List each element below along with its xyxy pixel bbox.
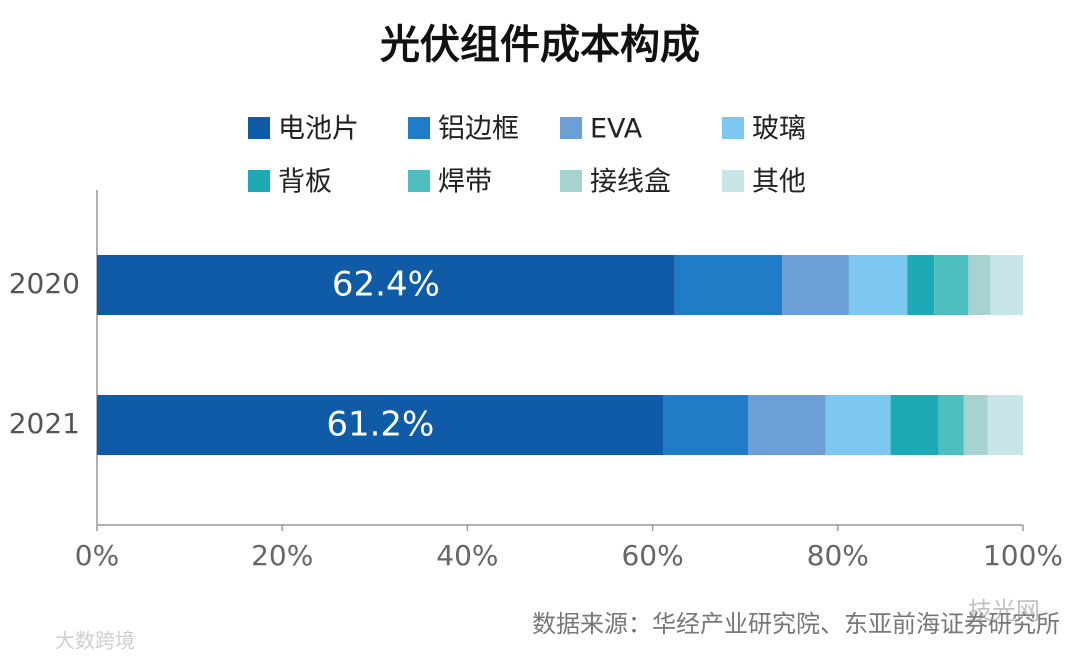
legend-label: 铝边框 bbox=[438, 114, 519, 145]
bar-segment bbox=[907, 255, 935, 315]
bar-segment bbox=[825, 395, 891, 455]
legend-swatch bbox=[248, 170, 270, 192]
legend-label: 接线盒 bbox=[590, 167, 671, 198]
data-label: 62.4% bbox=[332, 265, 440, 305]
legend-label: 焊带 bbox=[438, 167, 492, 198]
watermark: 大数跨境 bbox=[55, 629, 135, 653]
data-label: 61.2% bbox=[326, 405, 434, 445]
legend-swatch bbox=[722, 170, 744, 192]
legend-label: EVA bbox=[590, 114, 643, 145]
bar-segment bbox=[747, 395, 826, 455]
watermark: 技光网 bbox=[968, 597, 1040, 625]
legend-swatch bbox=[560, 117, 582, 139]
legend-swatch bbox=[248, 117, 270, 139]
bar-segment bbox=[987, 395, 1023, 455]
bar-segment bbox=[963, 395, 988, 455]
bar-segment bbox=[848, 255, 908, 315]
legend-label: 玻璃 bbox=[752, 114, 806, 145]
x-tick-label: 60% bbox=[621, 539, 683, 572]
x-tick-label: 40% bbox=[436, 539, 498, 572]
bar-segment bbox=[934, 255, 969, 315]
bar-segment bbox=[97, 395, 664, 455]
legend-swatch bbox=[560, 170, 582, 192]
x-tick-label: 80% bbox=[807, 539, 869, 572]
bar-segment bbox=[938, 395, 964, 455]
bar-segment bbox=[663, 395, 748, 455]
y-tick-label: 2021 bbox=[9, 407, 80, 440]
bar-segment bbox=[97, 255, 675, 315]
chart-title: 光伏组件成本构成 bbox=[380, 22, 700, 68]
y-tick-label: 2020 bbox=[9, 267, 80, 300]
legend-swatch bbox=[722, 117, 744, 139]
legend-label: 背板 bbox=[278, 167, 332, 198]
legend-label: 电池片 bbox=[278, 114, 359, 145]
legend-label: 其他 bbox=[752, 167, 806, 198]
bar-segment bbox=[968, 255, 991, 315]
legend-swatch bbox=[408, 170, 430, 192]
x-tick-label: 0% bbox=[75, 539, 119, 572]
bar-segment bbox=[890, 395, 939, 455]
source: 数据来源：华经产业研究院、东亚前海证券研究所 bbox=[532, 610, 1060, 638]
legend-swatch bbox=[408, 117, 430, 139]
bar-segment bbox=[990, 255, 1023, 315]
bar-segment bbox=[782, 255, 849, 315]
x-tick-label: 100% bbox=[983, 539, 1063, 572]
bar-segment bbox=[674, 255, 783, 315]
x-tick-label: 20% bbox=[251, 539, 313, 572]
